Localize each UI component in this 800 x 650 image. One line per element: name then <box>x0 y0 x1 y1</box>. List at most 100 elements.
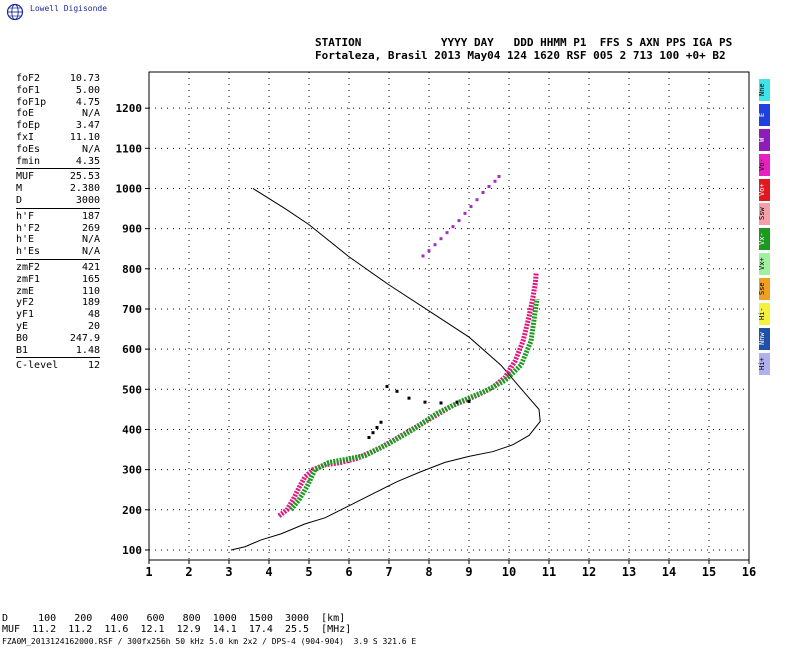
muf-table-muf-row: MUF 11.2 11.2 11.6 12.1 12.9 14.1 17.4 2… <box>2 624 352 635</box>
y-tick-label: 1200 <box>116 102 143 115</box>
parameter-row: zmF1 165 <box>16 274 100 286</box>
parameter-row: B1 1.48 <box>16 345 100 357</box>
parameter-row: foEp 3.47 <box>16 120 100 132</box>
parameter-name: M <box>16 183 23 195</box>
legend-swatch: Vo- <box>758 153 770 176</box>
echo-point <box>395 389 399 393</box>
x-tick-label: 10 <box>502 565 516 579</box>
parameter-value: 12 <box>87 360 100 372</box>
x-tick-label: 1 <box>145 565 152 579</box>
legend-swatch: E <box>758 103 770 126</box>
echo-point <box>487 184 491 188</box>
echo-point <box>469 205 473 209</box>
echo-point <box>385 384 389 388</box>
x-tick-label: 5 <box>305 565 312 579</box>
parameter-name: B0 <box>16 332 29 344</box>
station-header: STATION YYYY DAY DDD HHMM P1 FFS S AXN P… <box>315 36 732 62</box>
x-tick-label: 8 <box>425 565 432 579</box>
parameter-row: fxI 11.10 <box>16 132 100 144</box>
parameter-value: 3.47 <box>75 120 100 132</box>
parameter-row: B0 247.9 <box>16 333 100 345</box>
parameter-name: zmE <box>16 285 35 297</box>
parameter-value: 5.00 <box>75 84 100 96</box>
parameter-value: N/A <box>81 108 100 120</box>
x-tick-label: 15 <box>702 565 716 579</box>
parameter-value: N/A <box>81 234 100 246</box>
y-tick-label: 400 <box>122 423 142 436</box>
y-tick-label: 1100 <box>116 142 143 155</box>
x-tick-label: 14 <box>662 565 676 579</box>
parameter-row: h'E N/A <box>16 234 100 246</box>
echo-point <box>439 237 443 241</box>
parameter-row: foE N/A <box>16 108 100 120</box>
x-tick-label: 7 <box>385 565 392 579</box>
echo-point <box>497 174 501 178</box>
legend-swatch: Hi- <box>758 303 770 326</box>
parameter-value: 165 <box>81 273 100 285</box>
parameter-value: 48 <box>87 309 100 321</box>
parameter-name: zmF1 <box>16 273 41 285</box>
legend-swatch: Vo+ <box>758 178 770 201</box>
parameter-name: MUF <box>16 171 35 183</box>
parameter-row: foF1 5.00 <box>16 85 100 97</box>
parameter-name: zmF2 <box>16 261 41 273</box>
legend-swatch: Hi+ <box>758 352 770 375</box>
x-tick-label: 13 <box>622 565 636 579</box>
x-tick-label: 9 <box>465 565 472 579</box>
x-tick-label: 6 <box>345 565 352 579</box>
echo-point <box>375 425 379 429</box>
echo-trace <box>289 298 540 512</box>
parameter-row: h'F 187 <box>16 211 100 223</box>
parameter-value: 3000 <box>75 194 100 206</box>
y-tick-label: 500 <box>122 383 142 396</box>
parameter-row: M 2.380 <box>16 183 100 195</box>
parameter-value: 4.35 <box>75 155 100 167</box>
x-tick-label: 3 <box>225 565 232 579</box>
y-tick-label: 600 <box>122 343 142 356</box>
parameter-name: D <box>16 194 23 206</box>
parameter-row: zmF2 421 <box>16 262 100 274</box>
parameter-name: h'F <box>16 210 35 222</box>
x-tick-label: 11 <box>542 565 556 579</box>
parameter-value: 10.73 <box>69 73 100 84</box>
parameter-value: N/A <box>81 246 100 258</box>
echo-point <box>457 219 461 223</box>
echo-point <box>467 399 471 403</box>
parameter-panel: foF2 10.73 foF1 5.00 foF1p 4.75 foE N/A foEp 3.47… <box>16 73 100 372</box>
parameter-row: h'F2 269 <box>16 223 100 235</box>
parameter-value: 11.10 <box>69 131 100 143</box>
parameter-name: C-level <box>16 360 59 372</box>
legend-swatch: W <box>758 128 770 151</box>
legend-swatch: Ssw <box>758 203 770 226</box>
parameter-row: zmE 110 <box>16 286 100 298</box>
y-tick-label: 200 <box>122 504 142 517</box>
x-tick-label: 16 <box>742 565 756 579</box>
y-tick-label: 300 <box>122 464 142 477</box>
parameter-name: foF1 <box>16 84 41 96</box>
parameter-row: h'Es N/A <box>16 246 100 258</box>
header-line-2: Fortaleza, Brasil 2013 May04 124 1620 RS… <box>315 49 726 62</box>
parameter-row: fmin 4.35 <box>16 156 100 168</box>
parameter-row: C-level 12 <box>16 360 100 372</box>
x-tick-label: 12 <box>582 565 596 579</box>
parameter-separator <box>16 168 100 170</box>
parameter-value: 110 <box>81 285 100 297</box>
legend-swatch: Nnw <box>758 327 770 350</box>
y-tick-label: 900 <box>122 223 142 236</box>
x-tick-label: 2 <box>185 565 192 579</box>
parameter-value: 2.380 <box>69 183 100 195</box>
echo-point <box>407 396 411 400</box>
parameter-name: h'E <box>16 234 35 246</box>
parameter-name: h'Es <box>16 246 41 258</box>
parameter-value: 20 <box>87 320 100 332</box>
echo-point <box>433 243 437 247</box>
profile-curve <box>230 188 541 551</box>
echo-point <box>493 179 497 183</box>
echo-point <box>427 249 431 253</box>
parameter-row: yF1 48 <box>16 309 100 321</box>
parameter-row: MUF 25.53 <box>16 171 100 183</box>
parameter-name: foEs <box>16 143 41 155</box>
parameter-row: D 3000 <box>16 195 100 207</box>
parameter-name: foEp <box>16 120 41 132</box>
